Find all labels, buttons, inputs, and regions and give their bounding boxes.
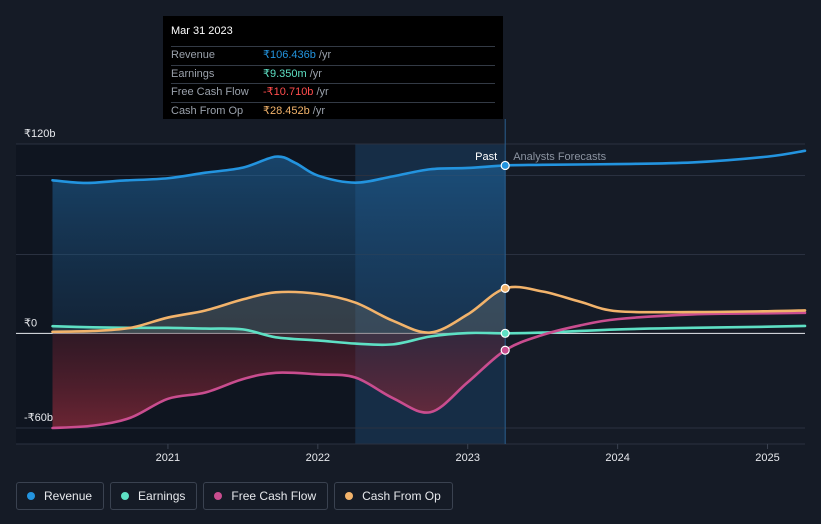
free-cash-flow-area	[52, 333, 506, 428]
cash-from-op-point	[500, 283, 510, 293]
tooltip-row-free-cash-flow: Free Cash Flow -₹10.710b /yr	[171, 83, 495, 102]
tooltip-value: ₹106.436b	[263, 49, 316, 61]
tooltip-label: Free Cash Flow	[171, 86, 249, 98]
tooltip-label: Revenue	[171, 49, 216, 61]
tooltip-unit: /yr	[316, 86, 329, 98]
tooltip-date: Mar 31 2023	[171, 25, 233, 37]
tooltip: Mar 31 2023 Revenue ₹106.436b /yr Earnin…	[163, 16, 503, 119]
legend-item-earnings[interactable]: Earnings	[110, 482, 198, 510]
tooltip-unit: /yr	[312, 104, 325, 117]
current-markers	[500, 160, 510, 355]
past-label: Past	[475, 151, 497, 163]
legend-label: Free Cash Flow	[231, 489, 317, 503]
tooltip-row-cash-from-op: Cash From Op ₹28.452b /yr	[171, 101, 495, 121]
x-tick-label: 2021	[156, 452, 180, 464]
x-tick-label: 2023	[455, 452, 479, 464]
revenue-area	[52, 156, 506, 334]
legend-item-revenue[interactable]: Revenue	[16, 482, 105, 510]
tooltip-row-revenue: Revenue ₹106.436b /yr	[171, 46, 495, 65]
cash-from-op-line	[51, 285, 807, 334]
tooltip-row-earnings: Earnings ₹9.350m /yr	[171, 64, 495, 84]
area-fills	[52, 156, 506, 428]
earnings-point	[500, 328, 510, 338]
legend-dot-icon	[214, 492, 223, 500]
y-tick-label: ₹0	[24, 317, 37, 329]
tooltip-value: ₹9.350m	[263, 67, 307, 80]
x-tick-label: 2024	[605, 452, 629, 464]
earnings-line	[51, 324, 807, 347]
legend-label: Cash From Op	[362, 489, 441, 503]
x-tick-label: 2025	[755, 452, 779, 464]
tooltip-value: -₹10.710b	[263, 86, 314, 98]
tooltip-unit: /yr	[309, 67, 322, 80]
tooltip-value: ₹28.452b	[263, 104, 310, 117]
legend-dot-icon	[121, 492, 130, 500]
tooltip-unit: /yr	[318, 49, 332, 61]
forecast-label: Analysts Forecasts	[513, 151, 606, 163]
tooltip-label: Earnings	[171, 67, 215, 80]
free-cash-flow-point	[500, 345, 510, 355]
y-tick-label: -₹60b	[24, 412, 53, 424]
free-cash-flow-line	[51, 311, 807, 430]
legend: Revenue Earnings Free Cash Flow Cash Fro…	[16, 482, 453, 510]
legend-label: Revenue	[44, 489, 93, 503]
legend-dot-icon	[345, 492, 354, 500]
cash-from-op-area	[52, 288, 506, 334]
revenue-line	[51, 149, 807, 185]
legend-item-cash-from-op[interactable]: Cash From Op	[334, 482, 453, 510]
legend-item-free-cash-flow[interactable]: Free Cash Flow	[203, 482, 329, 510]
x-tick-label: 2022	[306, 452, 330, 464]
tooltip-label: Cash From Op	[171, 104, 244, 117]
axis-labels: ₹120b ₹0 -₹60b 2021 2022 2023 2024 2025	[24, 128, 780, 464]
series-lines	[51, 149, 807, 430]
legend-dot-icon	[27, 492, 35, 500]
revenue-point	[500, 160, 510, 171]
legend-label: Earnings	[138, 489, 186, 503]
y-tick-label: ₹120b	[24, 128, 55, 140]
